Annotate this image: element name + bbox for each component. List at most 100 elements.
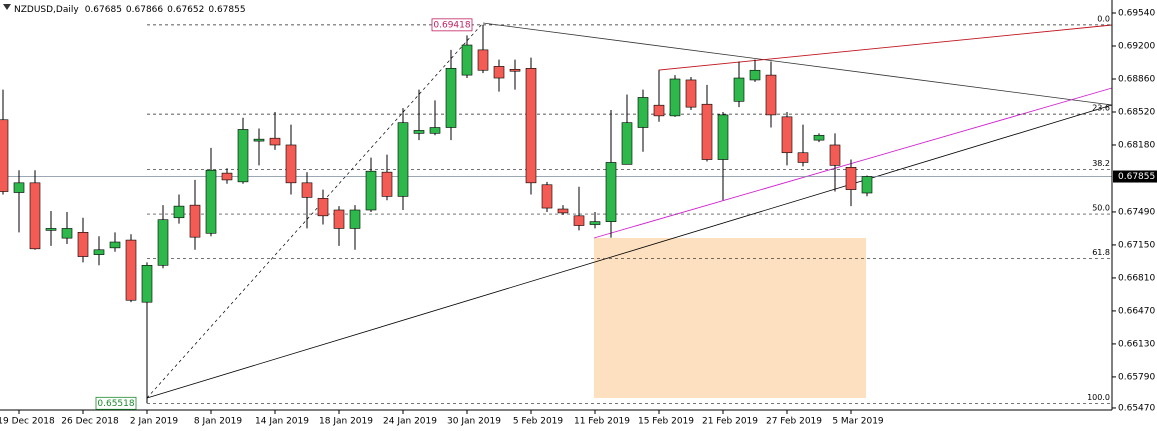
candle-body <box>333 209 345 229</box>
candle-body <box>157 219 169 266</box>
fib-level-label: 61.8 <box>1092 248 1110 257</box>
y-tick-label: 0.69200 <box>1118 41 1155 51</box>
x-tick-label: 5 Mar 2019 <box>832 417 884 427</box>
y-tick-label: 0.67150 <box>1118 240 1155 250</box>
candle-body <box>269 137 281 146</box>
header-close: 0.67855 <box>208 5 245 15</box>
candle-body <box>461 44 473 76</box>
price-tag-box <box>431 18 473 32</box>
candle-body <box>605 162 617 222</box>
x-tick-label: 5 Feb 2019 <box>513 417 564 427</box>
candle-body <box>733 77 745 102</box>
candle-body <box>397 122 409 197</box>
fib-level-label: 50.0 <box>1092 204 1110 213</box>
trend-line <box>146 104 1113 399</box>
x-tick-label: 2 Jan 2019 <box>130 417 178 427</box>
price-tag-box <box>95 396 137 410</box>
candle-body <box>253 138 265 142</box>
fib-level-label: 100.0 <box>1087 393 1110 402</box>
candle-body <box>525 68 537 184</box>
candle-body <box>13 182 25 193</box>
candle-body <box>845 166 857 190</box>
candle-body <box>653 104 665 117</box>
candle-body <box>621 122 633 165</box>
candle-body <box>797 152 809 163</box>
candle-body <box>477 49 489 71</box>
candle-body <box>285 144 297 184</box>
zone-rectangle <box>594 238 866 398</box>
symbol: NZDUSD,Daily <box>14 5 79 15</box>
candle-body <box>829 144 841 166</box>
y-tick-label: 0.67490 <box>1118 207 1155 217</box>
y-tick-label: 0.65470 <box>1118 403 1155 413</box>
candle-body <box>589 221 601 225</box>
candle-body <box>237 129 249 183</box>
candle-body <box>365 170 377 211</box>
candle-body <box>493 66 505 79</box>
y-tick-label: 0.66130 <box>1118 339 1155 349</box>
price-tag-label: 0.69418 <box>433 20 470 30</box>
candle-body <box>29 182 41 250</box>
candle-body <box>573 215 585 226</box>
price-tag-label: 0.65518 <box>97 399 134 409</box>
candle-body <box>669 78 681 117</box>
candle-body <box>445 68 457 128</box>
chart-header: NZDUSD,Daily 0.67685 0.67866 0.67652 0.67855 <box>14 5 246 15</box>
candle-body <box>717 114 729 160</box>
current-price-label: 0.67855 <box>1118 172 1155 182</box>
candle-body <box>429 127 441 134</box>
x-tick-label: 21 Feb 2019 <box>702 417 758 427</box>
candle-body <box>205 169 217 234</box>
y-tick-label: 0.68860 <box>1118 74 1155 84</box>
candle-body <box>77 232 89 257</box>
candle-body <box>0 119 9 192</box>
trend-line <box>482 22 1113 106</box>
candle-body <box>173 205 185 219</box>
candle-body <box>61 228 73 239</box>
candle-body <box>125 239 137 301</box>
candle-body <box>509 68 521 72</box>
header-low: 0.67652 <box>167 5 204 15</box>
trend-line <box>593 87 1113 239</box>
y-tick-label: 0.69540 <box>1118 9 1155 19</box>
candle-body <box>189 204 201 238</box>
candle-body <box>109 241 121 249</box>
y-tick-label: 0.66810 <box>1118 273 1155 283</box>
candle-body <box>221 172 233 181</box>
candle-body <box>141 265 153 303</box>
candle-body <box>317 198 329 217</box>
fib-level-label: 23.6 <box>1092 104 1110 113</box>
x-tick-label: 8 Jan 2019 <box>194 417 242 427</box>
fib-level-label: 38.2 <box>1092 159 1110 168</box>
candle-body <box>637 97 649 128</box>
x-tick-label: 24 Jan 2019 <box>383 417 437 427</box>
candle-body <box>93 249 105 255</box>
candle-body <box>381 171 393 197</box>
x-tick-label: 30 Jan 2019 <box>447 417 501 427</box>
candle-body <box>557 208 569 214</box>
x-tick-label: 18 Jan 2019 <box>319 417 373 427</box>
x-tick-label: 27 Feb 2019 <box>766 417 822 427</box>
candle-body <box>701 103 713 160</box>
y-tick-label: 0.68180 <box>1118 140 1155 150</box>
x-tick-label: 11 Feb 2019 <box>574 417 630 427</box>
x-tick-label: 15 Feb 2019 <box>638 417 694 427</box>
candle-body <box>765 74 777 116</box>
x-tick-label: 14 Jan 2019 <box>255 417 309 427</box>
candle-body <box>685 79 697 108</box>
candle-body <box>813 134 825 141</box>
x-tick-label: 19 Dec 2018 <box>0 417 55 427</box>
candle-body <box>349 209 361 229</box>
header-open: 0.67685 <box>85 5 122 15</box>
candle-body <box>413 130 425 134</box>
y-tick-label: 0.65790 <box>1118 372 1155 382</box>
candle-body <box>301 182 313 198</box>
candle-body <box>749 69 761 81</box>
header-high: 0.67866 <box>126 5 163 15</box>
current-price-box <box>1113 170 1157 183</box>
x-tick-label: 26 Dec 2018 <box>61 417 119 427</box>
fib-level-label: 0.0 <box>1097 14 1110 23</box>
y-tick-label: 0.68520 <box>1118 107 1155 117</box>
y-tick-label: 0.66470 <box>1118 306 1155 316</box>
